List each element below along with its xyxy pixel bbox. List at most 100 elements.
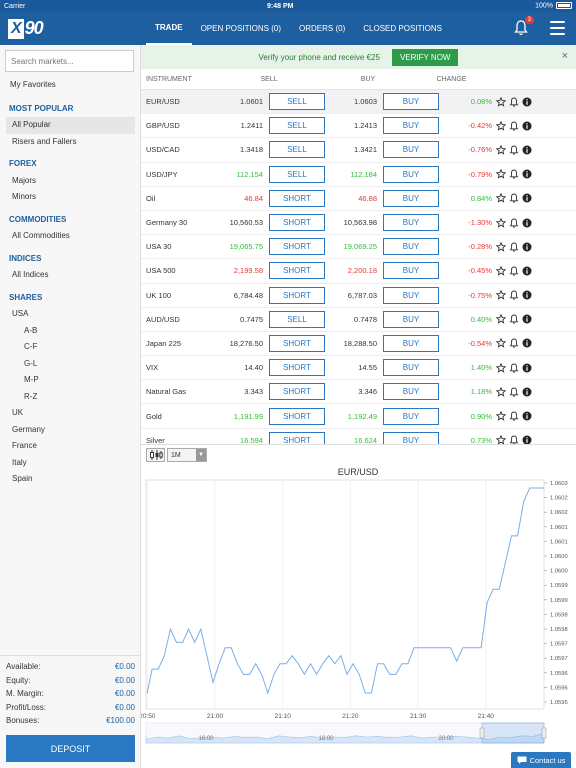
buy-button[interactable]: BUY [383, 407, 439, 425]
section-indices[interactable]: INDICES [9, 253, 42, 263]
buy-button[interactable]: BUY [383, 189, 439, 207]
hamburger-menu-icon[interactable] [550, 21, 565, 35]
star-icon[interactable] [496, 169, 506, 179]
sidebar-item-g-l[interactable]: G-L [24, 358, 38, 368]
sidebar-item-italy[interactable]: Italy [12, 457, 27, 467]
tab-open-positions[interactable]: OPEN POSITIONS (0) [200, 24, 282, 33]
bell-alert-icon[interactable] [509, 266, 519, 276]
sidebar-item-all-commodities[interactable]: All Commodities [12, 231, 70, 240]
info-icon[interactable] [522, 387, 532, 397]
bell-alert-icon[interactable] [509, 97, 519, 107]
tab-trade[interactable]: TRADE [146, 12, 192, 45]
contact-us-button[interactable]: Contact us [511, 752, 571, 768]
buy-button[interactable]: BUY [383, 286, 439, 304]
sidebar-item-germany[interactable]: Germany [12, 424, 45, 434]
bell-alert-icon[interactable] [509, 338, 519, 349]
star-icon[interactable] [496, 290, 506, 300]
bell-alert-icon[interactable] [509, 435, 519, 444]
sell-button[interactable]: SHORT [269, 238, 325, 256]
star-icon[interactable] [496, 362, 506, 373]
star-icon[interactable] [496, 411, 506, 421]
bell-alert-icon[interactable] [509, 290, 519, 300]
info-icon[interactable] [522, 145, 532, 155]
sell-button[interactable]: SHORT [269, 286, 325, 304]
table-row[interactable]: UK 100 6,784.48 SHORT 6,787.03 BUY -0.75… [141, 284, 576, 308]
sidebar-item-usa[interactable]: USA [12, 309, 29, 318]
info-icon[interactable] [522, 97, 532, 107]
eur-usd-line-chart[interactable]: EUR/USD 20:50 21:00 21:10 21:20 21:30 21:40 1.… [141, 465, 576, 765]
info-icon[interactable] [522, 411, 532, 421]
sell-button[interactable]: SELL [269, 117, 325, 135]
info-icon[interactable] [522, 169, 532, 179]
bell-alert-icon[interactable] [509, 242, 519, 252]
close-icon[interactable]: × [561, 50, 568, 62]
sell-button[interactable]: SHORT [269, 262, 325, 280]
candlestick-icon[interactable] [146, 448, 165, 462]
star-icon[interactable] [496, 435, 506, 444]
sidebar-item-majors[interactable]: Majors [12, 175, 37, 185]
bell-alert-icon[interactable] [509, 411, 519, 421]
sell-button[interactable]: SHORT [269, 214, 325, 232]
section-commodities[interactable]: COMMODITIES [9, 214, 67, 224]
sidebar-item-risers-fallers[interactable]: Risers and Fallers [12, 136, 77, 146]
table-row[interactable]: Silver 16.594 SHORT 16.624 BUY 0.73% [141, 429, 576, 444]
sell-button[interactable]: SELL [269, 310, 325, 328]
buy-button[interactable]: BUY [383, 334, 439, 352]
section-most-popular[interactable]: MOST POPULAR [9, 103, 74, 113]
sidebar-item-favorites[interactable]: My Favorites [10, 80, 56, 89]
sidebar-item-a-b[interactable]: A-B [24, 325, 38, 335]
star-icon[interactable] [496, 120, 506, 131]
table-row[interactable]: Gold 1,191.99 SHORT 1,192.49 BUY 0.90% [141, 404, 576, 429]
bell-alert-icon[interactable] [509, 121, 519, 131]
sell-button[interactable]: SELL [269, 165, 325, 183]
info-icon[interactable] [522, 121, 532, 131]
star-icon[interactable] [496, 314, 506, 325]
tab-orders[interactable]: ORDERS (0) [299, 24, 346, 33]
sell-button[interactable]: SELL [269, 141, 325, 159]
info-icon[interactable] [522, 290, 532, 300]
sidebar-item-all-popular[interactable]: All Popular [6, 117, 135, 134]
sell-button[interactable]: SHORT [269, 334, 325, 352]
buy-button[interactable]: BUY [383, 431, 439, 444]
star-icon[interactable] [496, 338, 506, 349]
info-icon[interactable] [522, 266, 532, 276]
star-icon[interactable] [496, 217, 506, 228]
table-row[interactable]: Natural Gas 3.343 SHORT 3.346 BUY 1.18% [141, 380, 576, 405]
sidebar-item-uk[interactable]: UK [12, 408, 24, 417]
buy-button[interactable]: BUY [383, 383, 439, 401]
sidebar-item-france[interactable]: France [12, 441, 37, 450]
tab-closed-positions[interactable]: CLOSED POSITIONS [363, 24, 442, 33]
sidebar-item-spain[interactable]: Spain [12, 474, 33, 483]
section-shares[interactable]: SHARES [9, 292, 43, 302]
star-icon[interactable] [496, 96, 506, 107]
buy-button[interactable]: BUY [383, 310, 439, 328]
buy-button[interactable]: BUY [383, 238, 439, 256]
buy-button[interactable]: BUY [383, 93, 439, 111]
bell-alert-icon[interactable] [509, 193, 519, 203]
info-icon[interactable] [522, 314, 532, 324]
bell-alert-icon[interactable] [509, 145, 519, 155]
bell-alert-icon[interactable] [509, 218, 519, 228]
sell-button[interactable]: SHORT [269, 189, 325, 207]
sidebar-item-r-z[interactable]: R-Z [24, 391, 38, 401]
buy-button[interactable]: BUY [383, 359, 439, 377]
info-icon[interactable] [522, 363, 532, 373]
sidebar-item-all-indices[interactable]: All Indices [12, 270, 49, 279]
table-row[interactable]: USA 30 19,065.75 SHORT 19,069.25 BUY -0.… [141, 235, 576, 260]
buy-button[interactable]: BUY [383, 165, 439, 183]
table-row[interactable]: USA 500 2,199.58 SHORT 2,200.18 BUY -0.4… [141, 259, 576, 284]
buy-button[interactable]: BUY [383, 141, 439, 159]
star-icon[interactable] [496, 193, 506, 204]
table-row[interactable]: GBP/USD 1.2411 SELL 1.2413 BUY -0.42% [141, 114, 576, 139]
star-icon[interactable] [496, 144, 506, 155]
sell-button[interactable]: SELL [269, 93, 325, 111]
star-icon[interactable] [496, 265, 506, 276]
star-icon[interactable] [496, 386, 506, 397]
verify-now-button[interactable]: VERIFY NOW [391, 48, 459, 66]
logo[interactable]: X 90 [0, 12, 141, 45]
sidebar-item-m-p[interactable]: M-P [24, 375, 39, 384]
info-icon[interactable] [522, 338, 532, 348]
sidebar-item-c-f[interactable]: C-F [24, 342, 38, 351]
sell-button[interactable]: SHORT [269, 407, 325, 425]
table-row[interactable]: EUR/USD 1.0601 SELL 1.0603 BUY 0.08% [141, 90, 576, 115]
